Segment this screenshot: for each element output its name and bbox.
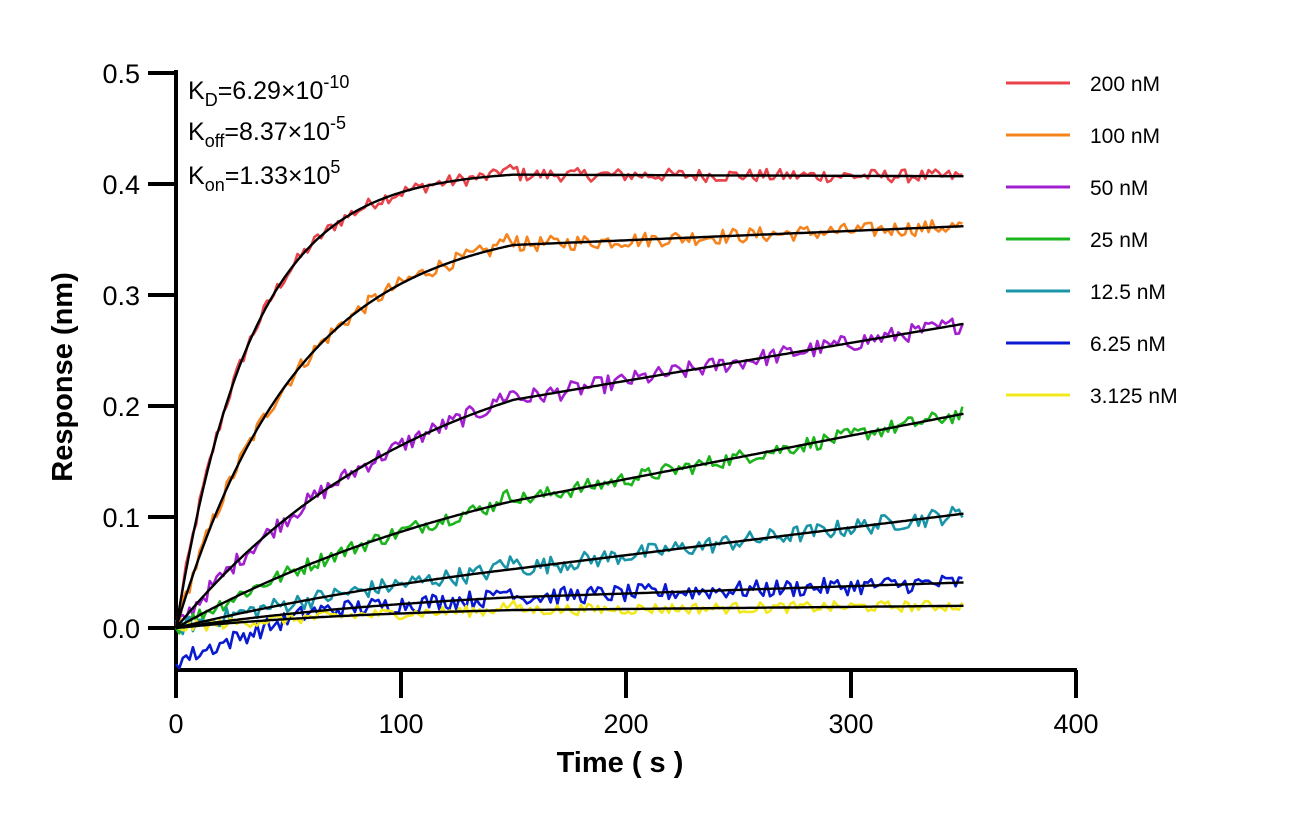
fit-curve — [174, 173, 964, 629]
data-lines — [174, 163, 964, 670]
fit-lines — [174, 173, 964, 630]
fit-curve — [174, 225, 964, 629]
x-tick-label: 100 — [378, 709, 423, 739]
fit-curve — [175, 604, 964, 630]
legend-label: 200 nM — [1090, 73, 1160, 96]
legend-label: 100 nM — [1090, 125, 1160, 148]
y-tick-label: 0.3 — [102, 281, 140, 311]
x-tick-label: 0 — [168, 709, 183, 739]
fit-curve — [175, 581, 964, 630]
y-tick-label: 0.0 — [102, 614, 140, 644]
y-tick-label: 0.5 — [102, 59, 140, 89]
legend: 200 nM 100 nM 50 nM 25 nM 12.5 nM 6.25 nM 3.12… — [1006, 73, 1178, 408]
data-series-100nm — [175, 219, 963, 628]
data-series-25nm — [174, 406, 964, 635]
x-tick-label: 300 — [828, 709, 873, 739]
legend-label: 25 nM — [1090, 229, 1148, 252]
data-series-200nm — [174, 163, 963, 627]
legend-label: 50 nM — [1090, 177, 1148, 200]
fit-curve — [175, 412, 964, 630]
kd-annotation: KD=6.29×10-10 — [188, 72, 349, 110]
x-axis-title: Time ( s ) — [557, 747, 684, 779]
data-series-50nm — [174, 317, 964, 625]
y-tick-label: 0.1 — [102, 503, 140, 533]
kon-annotation: Kon=1.33×105 — [188, 157, 340, 195]
legend-label: 12.5 nM — [1090, 281, 1166, 304]
data-series-6.25nm — [175, 574, 963, 670]
kinetics-annotation: KD=6.29×10-10 Koff=8.37×10-5 Kon=1.33×10… — [188, 72, 349, 195]
x-tick-label: 400 — [1053, 709, 1098, 739]
fit-curve — [175, 512, 964, 630]
legend-label: 3.125 nM — [1090, 385, 1178, 408]
y-axis-ticks: 0.0 0.1 0.2 0.3 0.4 0.5 — [102, 59, 176, 644]
y-axis-title: Response (nm) — [47, 272, 79, 481]
y-tick-label: 0.4 — [102, 170, 140, 200]
x-tick-label: 200 — [603, 709, 648, 739]
fit-curve — [175, 322, 964, 629]
y-tick-label: 0.2 — [102, 392, 140, 422]
x-axis-ticks: 0 100 200 300 400 — [168, 670, 1099, 739]
koff-annotation: Koff=8.37×10-5 — [188, 113, 346, 151]
legend-label: 6.25 nM — [1090, 333, 1166, 356]
